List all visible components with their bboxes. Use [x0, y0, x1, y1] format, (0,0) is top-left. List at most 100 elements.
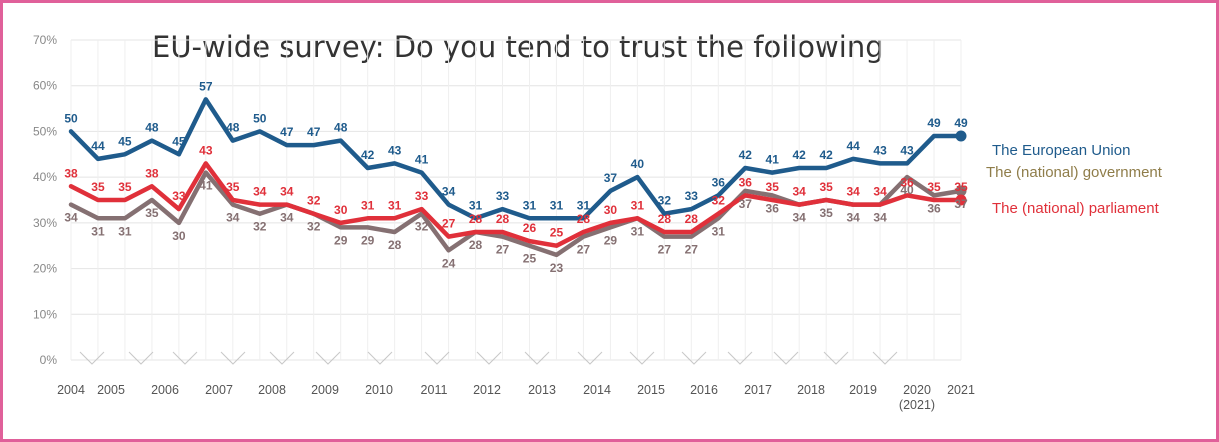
data-label: 50 [64, 111, 78, 125]
series-line-0 [68, 97, 964, 221]
x-tick-label: 2005 [97, 383, 125, 397]
x-tick-chevron [476, 351, 502, 365]
legend-entry: The (national) parliament [992, 200, 1160, 217]
data-label: 34 [253, 185, 267, 199]
x-tick-label: 2021 [947, 383, 975, 397]
data-label: 31 [550, 198, 564, 212]
data-label: 34 [280, 185, 294, 199]
series-lines [68, 97, 967, 258]
data-label: 45 [118, 134, 132, 148]
data-label: 34 [873, 211, 887, 225]
series-end-point-1 [955, 185, 967, 197]
data-label: 35 [819, 180, 833, 194]
data-label: 29 [361, 233, 375, 247]
x-tick-chevron [629, 351, 655, 365]
data-label: 31 [118, 224, 132, 238]
data-label: 31 [388, 198, 402, 212]
data-label: 38 [64, 166, 78, 180]
data-label: 35 [927, 180, 941, 194]
legend-entry: The (national) government [986, 164, 1163, 181]
data-label: 49 [954, 116, 968, 130]
x-tick-sublabel: (2021) [899, 398, 935, 412]
data-label: 34 [846, 185, 860, 199]
x-tick-label: 2010 [365, 383, 393, 397]
data-label: 27 [685, 243, 699, 257]
data-label: 28 [577, 212, 591, 226]
data-label: 30 [334, 203, 348, 217]
y-axis: 0% 10% 20% 30% 40% 50% 60% 70% [33, 33, 57, 367]
data-label: 34 [793, 211, 807, 225]
data-label: 36 [900, 175, 914, 189]
data-label: 42 [793, 148, 807, 162]
data-label: 32 [253, 220, 267, 234]
data-label: 27 [442, 217, 456, 231]
x-tick-label: 2012 [473, 383, 501, 397]
data-label: 27 [496, 243, 510, 257]
data-label: 27 [577, 243, 591, 257]
data-label: 35 [766, 180, 780, 194]
x-tick-label: 2015 [637, 383, 665, 397]
data-label: 32 [307, 194, 321, 208]
data-label: 32 [712, 194, 726, 208]
series-line-2 [68, 161, 964, 248]
data-label: 34 [64, 211, 78, 225]
data-label: 41 [766, 153, 780, 167]
x-tick-chevron [823, 351, 849, 365]
y-tick-label: 60% [33, 79, 57, 93]
x-tick-label: 2004 [57, 383, 85, 397]
x-tick-label: 2009 [311, 383, 339, 397]
data-label: 33 [685, 189, 699, 203]
data-label: 35 [91, 180, 105, 194]
data-label: 44 [846, 139, 860, 153]
data-label: 31 [91, 224, 105, 238]
data-label: 30 [604, 203, 618, 217]
data-label: 31 [712, 224, 726, 238]
data-label: 28 [496, 212, 510, 226]
data-label: 50 [253, 111, 267, 125]
data-label: 23 [550, 261, 564, 275]
y-tick-label: 30% [33, 216, 57, 230]
x-tick-label: 2014 [583, 383, 611, 397]
x-tick-chevron [172, 351, 198, 365]
data-label: 40 [900, 183, 914, 197]
data-label: 31 [631, 198, 645, 212]
data-label: 42 [361, 148, 375, 162]
x-tick-label: 2016 [690, 383, 718, 397]
data-label: 31 [361, 198, 375, 212]
data-label: 35 [954, 180, 968, 194]
data-label: 25 [550, 226, 564, 240]
data-label: 43 [873, 143, 887, 157]
x-tick-chevron [79, 351, 105, 365]
data-label: 28 [685, 212, 699, 226]
data-label: 34 [873, 185, 887, 199]
x-tick-chevron [424, 351, 450, 365]
data-label: 42 [819, 148, 833, 162]
data-label: 35 [118, 180, 132, 194]
x-tick-label: 2007 [205, 383, 233, 397]
legend: The European Union The (national) governm… [986, 142, 1163, 217]
data-label: 35 [226, 180, 240, 194]
data-label: 34 [846, 211, 860, 225]
x-tick-label: 2020 [903, 383, 931, 397]
data-label: 28 [469, 238, 483, 252]
y-tick-label: 20% [33, 262, 57, 276]
data-label: 32 [415, 220, 429, 234]
data-label: 43 [388, 143, 402, 157]
data-label: 26 [523, 221, 537, 235]
data-label: 34 [226, 211, 240, 225]
data-label: 30 [172, 229, 186, 243]
data-label: 42 [739, 148, 753, 162]
data-label: 33 [415, 189, 429, 203]
x-tick-chevron [727, 351, 753, 365]
data-label: 41 [199, 179, 213, 193]
data-label: 48 [226, 121, 240, 135]
y-tick-label: 50% [33, 124, 57, 138]
data-label: 40 [631, 157, 645, 171]
data-label: 34 [280, 211, 294, 225]
data-label: 37 [739, 197, 753, 211]
data-label: 47 [307, 125, 321, 139]
data-label: 32 [658, 194, 672, 208]
x-tick-chevron [681, 351, 707, 365]
